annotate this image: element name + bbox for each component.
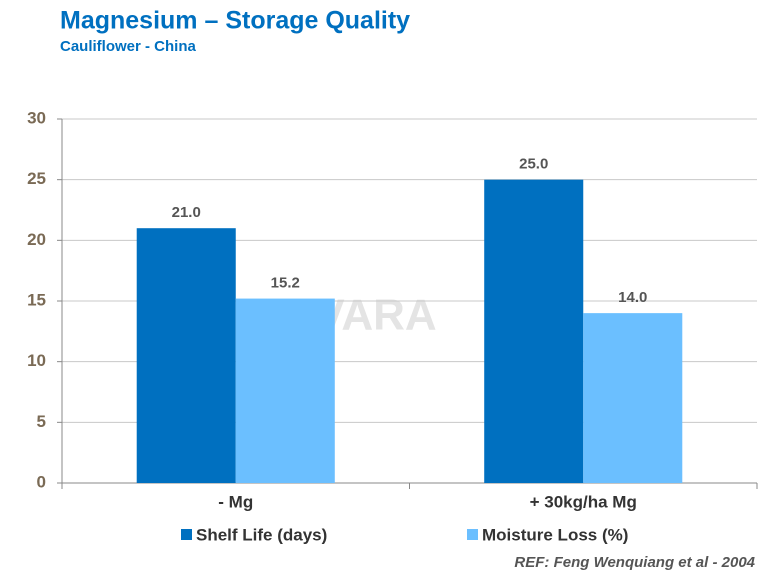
y-tick-label: 20	[27, 230, 46, 249]
y-tick-label: 5	[37, 412, 46, 431]
bar	[235, 298, 335, 483]
value-label: 21.0	[172, 204, 201, 221]
value-label: 15.2	[271, 275, 300, 292]
bar	[583, 313, 683, 483]
y-tick-label: 15	[27, 290, 46, 309]
annotation: REF: Feng Wenquiang et al - 2004	[514, 554, 755, 571]
legend-swatch	[467, 529, 478, 540]
bar	[136, 228, 236, 483]
x-tick-label: + 30kg/ha Mg	[530, 492, 637, 511]
chart-subtitle: Cauliflower - China	[60, 38, 197, 55]
legend-swatch	[181, 529, 192, 540]
value-label: 14.0	[618, 289, 647, 306]
y-tick-label: 30	[27, 108, 46, 127]
y-tick-label: 25	[27, 169, 46, 188]
x-tick-label: - Mg	[218, 492, 253, 511]
y-tick-label: 10	[27, 351, 46, 370]
value-label: 25.0	[519, 156, 548, 173]
bar	[484, 179, 584, 483]
watermark: VARA	[315, 291, 436, 340]
legend-label: Moisture Loss (%)	[482, 525, 628, 544]
chart-title: Magnesium – Storage Quality	[60, 7, 410, 35]
legend-label: Shelf Life (days)	[196, 525, 327, 544]
y-tick-label: 0	[37, 472, 46, 491]
